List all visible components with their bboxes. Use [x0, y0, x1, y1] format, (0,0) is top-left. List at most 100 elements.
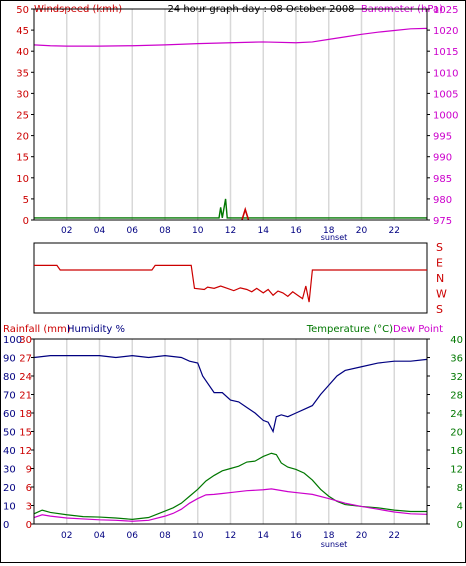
temp-hum-gridlines	[66, 339, 395, 524]
windspeed-tick-label: 25	[16, 111, 29, 122]
temperature-tick-label: 28	[450, 391, 463, 402]
hour-tick-label: 08	[159, 226, 171, 236]
windspeed-tick-label: 50	[16, 5, 29, 16]
wind-baro-series	[33, 27, 428, 221]
temperature-tick-label: 32	[450, 372, 463, 383]
windspeed-tick-label: 20	[16, 132, 29, 143]
temperature-tick-label: 4	[457, 502, 463, 513]
dew-point-line	[33, 488, 428, 522]
humidity-tick-label: 0	[3, 520, 9, 531]
rainfall-tick-label: 15	[19, 428, 32, 439]
barometer-line	[33, 27, 428, 47]
windspeed-tick-label: 5	[23, 195, 29, 206]
barometer-tick-label: 1005	[433, 89, 458, 100]
direction-label: W	[436, 288, 447, 301]
hour-tick-label: 20	[356, 531, 368, 541]
hour-tick-label: 10	[192, 531, 204, 541]
wind-baro-plot-frame	[33, 8, 428, 221]
rainfall-tick-label: 18	[19, 409, 32, 420]
windspeed-tick-label: 35	[16, 68, 29, 79]
temperature-tick-label: 40	[450, 335, 463, 346]
direction-label: S	[436, 303, 443, 316]
temperature-tick-label: 36	[450, 354, 463, 365]
gust-line	[241, 206, 250, 221]
hour-tick-label: 02	[61, 226, 72, 236]
windspeed-tick-label: 15	[16, 153, 29, 164]
hour-tick-label: 16	[290, 226, 302, 236]
wind-direction-line	[34, 264, 427, 303]
windspeed-tick-label: 45	[16, 26, 29, 37]
hour-tick-label: 08	[159, 531, 171, 541]
windspeed-tick-label: 10	[16, 174, 29, 185]
temperature-tick-label: 12	[450, 465, 463, 476]
humidity-tick-label: 90	[3, 354, 16, 365]
barometer-tick-label: 1020	[433, 26, 458, 37]
sunset-label-top: sunset	[321, 233, 348, 242]
hour-tick-label: 04	[94, 531, 106, 541]
barometer-tick-label: 995	[433, 132, 452, 143]
hour-tick-label: 10	[192, 226, 204, 236]
rainfall-tick-label: 21	[19, 391, 32, 402]
hour-tick-label: 18	[323, 226, 335, 236]
direction-series	[34, 264, 427, 303]
temperature-tick-label: 8	[457, 483, 463, 494]
windspeed-tick-label: 30	[16, 89, 29, 100]
humidity-tick-label: 30	[3, 465, 16, 476]
humidity-tick-label: 80	[3, 372, 16, 383]
wind-baro-gridlines	[66, 9, 395, 220]
humidity-tick-label: 20	[3, 483, 16, 494]
barometer-tick-label: 985	[433, 174, 452, 185]
humidity-tick-label: 40	[3, 446, 16, 457]
direction-label: S	[436, 241, 443, 254]
hour-tick-label: 16	[290, 531, 302, 541]
temperature-tick-label: 0	[457, 520, 463, 531]
temp-hum-plot-frame	[33, 338, 428, 525]
rainfall-tick-label: 12	[19, 446, 32, 457]
hour-tick-label: 14	[258, 531, 270, 541]
hour-tick-label: 22	[389, 226, 400, 236]
barometer-tick-label: 1025	[433, 5, 458, 16]
hour-tick-label: 12	[225, 226, 236, 236]
temperature-axis-label: Temperature (°C)	[306, 324, 393, 335]
barometer-tick-label: 1015	[433, 47, 458, 58]
hour-tick-label: 06	[127, 226, 139, 236]
dew-point-axis-label: Dew Point	[393, 324, 443, 335]
hour-tick-label: 12	[225, 531, 236, 541]
direction-label: N	[436, 272, 444, 285]
humidity-axis-label: Humidity %	[67, 324, 125, 335]
rainfall-tick-label: 3	[26, 502, 32, 513]
humidity-tick-label: 50	[3, 428, 16, 439]
humidity-tick-label: 60	[3, 409, 16, 420]
hour-tick-label: 18	[323, 531, 335, 541]
barometer-tick-label: 990	[433, 153, 452, 164]
barometer-tick-label: 980	[433, 195, 452, 206]
temperature-tick-label: 24	[450, 409, 463, 420]
barometer-tick-label: 1010	[433, 68, 458, 79]
barometer-tick-label: 975	[433, 216, 452, 227]
humidity-tick-label: 10	[3, 502, 16, 513]
humidity-tick-label: 100	[3, 335, 22, 346]
humidity-tick-label: 70	[3, 391, 16, 402]
rainfall-tick-label: 9	[26, 465, 32, 476]
temperature-tick-label: 20	[450, 428, 463, 439]
hour-tick-label: 14	[258, 226, 270, 236]
humidity-line	[33, 355, 428, 434]
direction-label: E	[436, 257, 443, 270]
rainfall-axis-label: Rainfall (mm)	[3, 324, 71, 335]
rainfall-tick-label: 6	[26, 483, 32, 494]
temp-hum-tick-labels: 0102030405060708090100036912151821242730…	[3, 335, 463, 541]
rainfall-tick-label: 0	[26, 520, 32, 531]
hour-tick-label: 22	[389, 531, 400, 541]
hour-tick-label: 02	[61, 531, 72, 541]
rainfall-tick-label: 24	[19, 372, 32, 383]
windspeed-tick-label: 0	[23, 216, 29, 227]
rainfall-tick-label: 30	[19, 335, 32, 346]
wind-baro-tick-labels: 0510152025303540455097598098599099510001…	[16, 5, 458, 236]
hour-tick-label: 04	[94, 226, 106, 236]
windspeed-line	[34, 198, 427, 219]
rainfall-tick-label: 27	[19, 354, 32, 365]
hour-tick-label: 20	[356, 226, 368, 236]
